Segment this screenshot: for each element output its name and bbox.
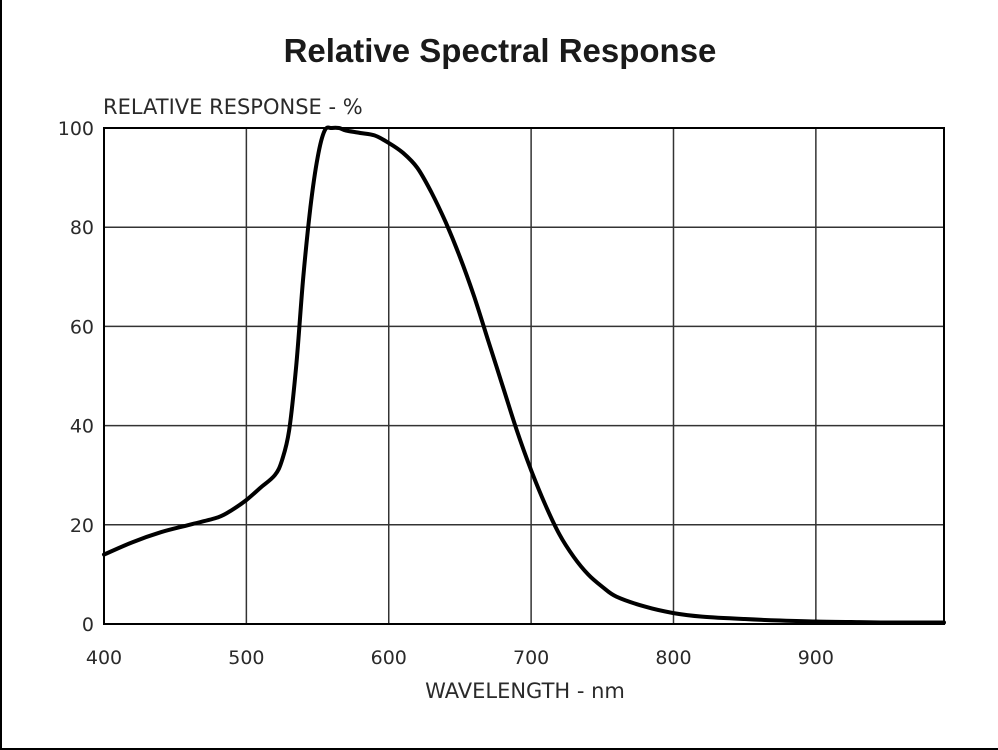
x-tick-label: 700 bbox=[513, 647, 549, 669]
plot-border bbox=[103, 127, 945, 625]
y-tick-label: 100 bbox=[58, 118, 94, 140]
x-tick-label: 500 bbox=[228, 647, 264, 669]
x-tick-label: 600 bbox=[371, 647, 407, 669]
y-tick-label: 20 bbox=[70, 515, 94, 537]
y-axis-label: RELATIVE RESPONSE - % bbox=[103, 95, 363, 119]
x-tick-label: 800 bbox=[655, 647, 691, 669]
chart-title: Relative Spectral Response bbox=[284, 32, 717, 69]
x-tick-label: 400 bbox=[86, 647, 122, 669]
x-tick-label: 900 bbox=[798, 647, 834, 669]
x-axis-label: WAVELENGTH - nm bbox=[425, 679, 625, 703]
y-tick-label: 40 bbox=[70, 416, 94, 438]
grid bbox=[104, 128, 944, 624]
tick-labels: 400 500 600 700 800 900 0 20 40 60 80 100 bbox=[58, 118, 834, 669]
y-tick-label: 60 bbox=[70, 316, 94, 338]
y-tick-label: 0 bbox=[82, 614, 94, 636]
response-curve bbox=[102, 125, 946, 625]
y-tick-label: 80 bbox=[70, 217, 94, 239]
